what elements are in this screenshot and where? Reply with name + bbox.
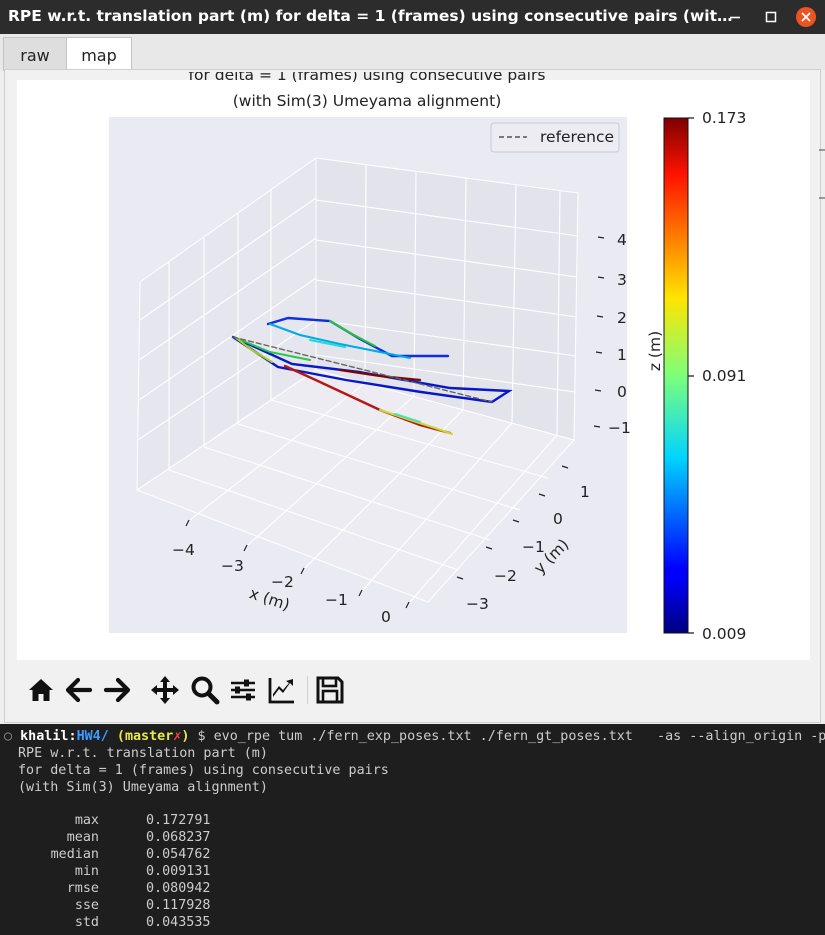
plot-title-line2: (with Sim(3) Umeyama alignment) bbox=[232, 92, 502, 110]
stat-value: 0.054762 bbox=[146, 847, 211, 862]
z-axis-label: z (m) bbox=[646, 331, 664, 371]
pan-icon[interactable] bbox=[149, 674, 181, 706]
navigation-toolbar bbox=[17, 668, 810, 714]
y-tick-marks bbox=[456, 465, 569, 580]
y-tick-label: −1 bbox=[522, 538, 545, 556]
x-tick-marks bbox=[185, 519, 410, 609]
terminal-output-line: (with Sim(3) Umeyama alignment) bbox=[18, 780, 268, 795]
tab-raw[interactable]: raw bbox=[3, 37, 67, 71]
z-tick-label: −1 bbox=[608, 419, 631, 437]
z-tick-label: 3 bbox=[617, 271, 627, 289]
legend-label: reference bbox=[540, 128, 614, 146]
tab-map[interactable]: map bbox=[66, 37, 132, 71]
window-title: RPE w.r.t. translation part (m) for delt… bbox=[8, 7, 733, 25]
stat-name: max bbox=[74, 813, 99, 828]
stat-value: 0.080942 bbox=[146, 881, 211, 896]
x-tick-label: −3 bbox=[221, 557, 244, 575]
minimize-icon[interactable] bbox=[723, 5, 747, 29]
tab-bar: raw map bbox=[0, 34, 825, 71]
colorbar bbox=[663, 117, 689, 634]
stat-name: rmse bbox=[66, 881, 99, 896]
grid-lines bbox=[137, 164, 579, 603]
trajectory bbox=[231, 316, 513, 435]
stat-name: mean bbox=[66, 830, 99, 845]
save-icon[interactable] bbox=[314, 674, 346, 706]
terminal-prompt-line: ○ khalil:HW4/ (master✗) $ evo_rpe tum ./… bbox=[4, 729, 825, 744]
terminal-command: evo_rpe tum ./fern_exp_poses.txt ./fern_… bbox=[213, 729, 825, 744]
stat-name: std bbox=[74, 915, 99, 930]
forward-arrow-icon[interactable] bbox=[101, 674, 133, 706]
stat-value: 0.043535 bbox=[146, 915, 211, 930]
maximize-icon[interactable] bbox=[759, 5, 783, 29]
z-tick-label: 0 bbox=[617, 383, 627, 401]
terminal[interactable]: ○ khalil:HW4/ (master✗) $ evo_rpe tum ./… bbox=[0, 724, 825, 935]
subplots-config-icon[interactable] bbox=[227, 674, 259, 706]
x-tick-label: −4 bbox=[172, 541, 195, 559]
x-tick-label: 0 bbox=[381, 608, 391, 626]
y-tick-label: −3 bbox=[466, 595, 489, 613]
stat-value: 0.068237 bbox=[146, 830, 211, 845]
back-arrow-icon[interactable] bbox=[63, 674, 95, 706]
y-tick-label: 0 bbox=[553, 510, 563, 528]
x-tick-label: −1 bbox=[325, 591, 348, 609]
y-tick-label: −2 bbox=[494, 567, 517, 585]
terminal-output-line: RPE w.r.t. translation part (m) bbox=[18, 746, 268, 761]
plot-figure: reference 4 3 2 1 0 −1 z (m) 1 0 −1 −2 −… bbox=[109, 109, 825, 643]
edit-axes-icon[interactable] bbox=[266, 674, 298, 706]
figure-window: RPE w.r.t. translation part (m) for delt… bbox=[0, 0, 825, 724]
stat-value: 0.009131 bbox=[146, 864, 211, 879]
colorbar-mid-label: 0.091 bbox=[702, 367, 746, 385]
stat-name: min bbox=[74, 864, 99, 879]
legend bbox=[490, 122, 620, 153]
title-bar[interactable]: RPE w.r.t. translation part (m) for delt… bbox=[0, 0, 825, 34]
zoom-icon[interactable] bbox=[189, 674, 221, 706]
stat-value: 0.117928 bbox=[146, 898, 211, 913]
colorbar-max-label: 0.173 bbox=[702, 109, 746, 127]
terminal-output-line: for delta = 1 (frames) using consecutive… bbox=[18, 763, 389, 778]
z-tick-marks bbox=[593, 236, 605, 428]
reference-trajectory bbox=[232, 336, 493, 403]
z-tick-label: 2 bbox=[617, 309, 627, 327]
home-icon[interactable] bbox=[25, 674, 57, 706]
stat-value: 0.172791 bbox=[146, 813, 211, 828]
colorbar-min-label: 0.009 bbox=[702, 625, 746, 643]
close-icon[interactable] bbox=[794, 5, 818, 29]
plot-title-line1: for delta = 1 (frames) using consecutive… bbox=[188, 72, 546, 84]
toolbar-separator bbox=[307, 676, 308, 704]
y-tick-label: 1 bbox=[580, 483, 590, 501]
x-tick-label: −2 bbox=[271, 573, 294, 591]
z-tick-label: 1 bbox=[617, 346, 627, 364]
stat-name: median bbox=[50, 847, 99, 862]
z-tick-label: 4 bbox=[617, 231, 627, 249]
stat-name: sse bbox=[74, 898, 99, 913]
